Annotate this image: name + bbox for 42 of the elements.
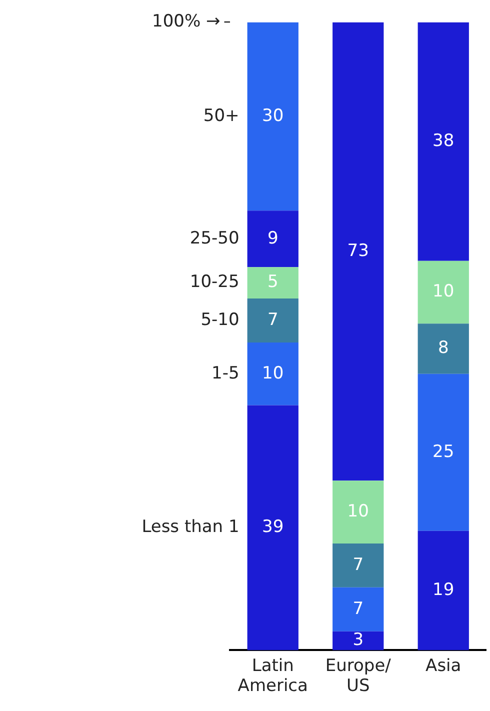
series-label: Less than 1 <box>142 517 240 538</box>
bar <box>418 324 469 374</box>
bar <box>247 298 298 342</box>
bar <box>418 22 469 261</box>
series-label: 5-10 <box>200 310 240 330</box>
data-label: 7 <box>267 310 278 330</box>
bar <box>418 530 469 650</box>
bar <box>247 342 298 406</box>
data-label: 19 <box>432 580 454 600</box>
series-label: 25-50 <box>190 228 240 248</box>
bar <box>247 267 298 299</box>
series-label: 1-5 <box>212 363 240 384</box>
data-label: 38 <box>432 130 454 151</box>
data-label: 8 <box>438 338 449 358</box>
data-label: 30 <box>262 106 284 126</box>
data-label: 7 <box>352 598 364 619</box>
bar <box>332 543 384 588</box>
bar <box>247 405 298 650</box>
series-label: 10-25 <box>190 272 240 292</box>
x-tick-label: Latin America <box>238 656 308 696</box>
series-label: 50+ <box>203 106 240 126</box>
bar <box>247 22 298 211</box>
bar <box>332 22 384 481</box>
bar <box>332 480 384 544</box>
bar <box>418 374 469 531</box>
data-label: 25 <box>432 442 454 462</box>
data-label: 3 <box>352 630 364 650</box>
bar <box>332 587 384 632</box>
data-label: 39 <box>262 517 284 538</box>
data-label: 9 <box>267 228 278 248</box>
bar <box>247 210 298 268</box>
data-label: 7 <box>352 554 364 575</box>
data-label: 10 <box>347 501 369 522</box>
data-label: 10 <box>432 282 454 302</box>
x-tick-label: Asia <box>426 656 462 676</box>
data-label: 73 <box>347 240 369 261</box>
data-label: 5 <box>267 272 278 292</box>
x-tick-label: Europe/ US <box>325 656 392 696</box>
bar <box>418 260 469 324</box>
bar <box>332 631 384 650</box>
y-tick-label: 100% → <box>152 12 220 32</box>
data-label: 10 <box>262 363 284 384</box>
